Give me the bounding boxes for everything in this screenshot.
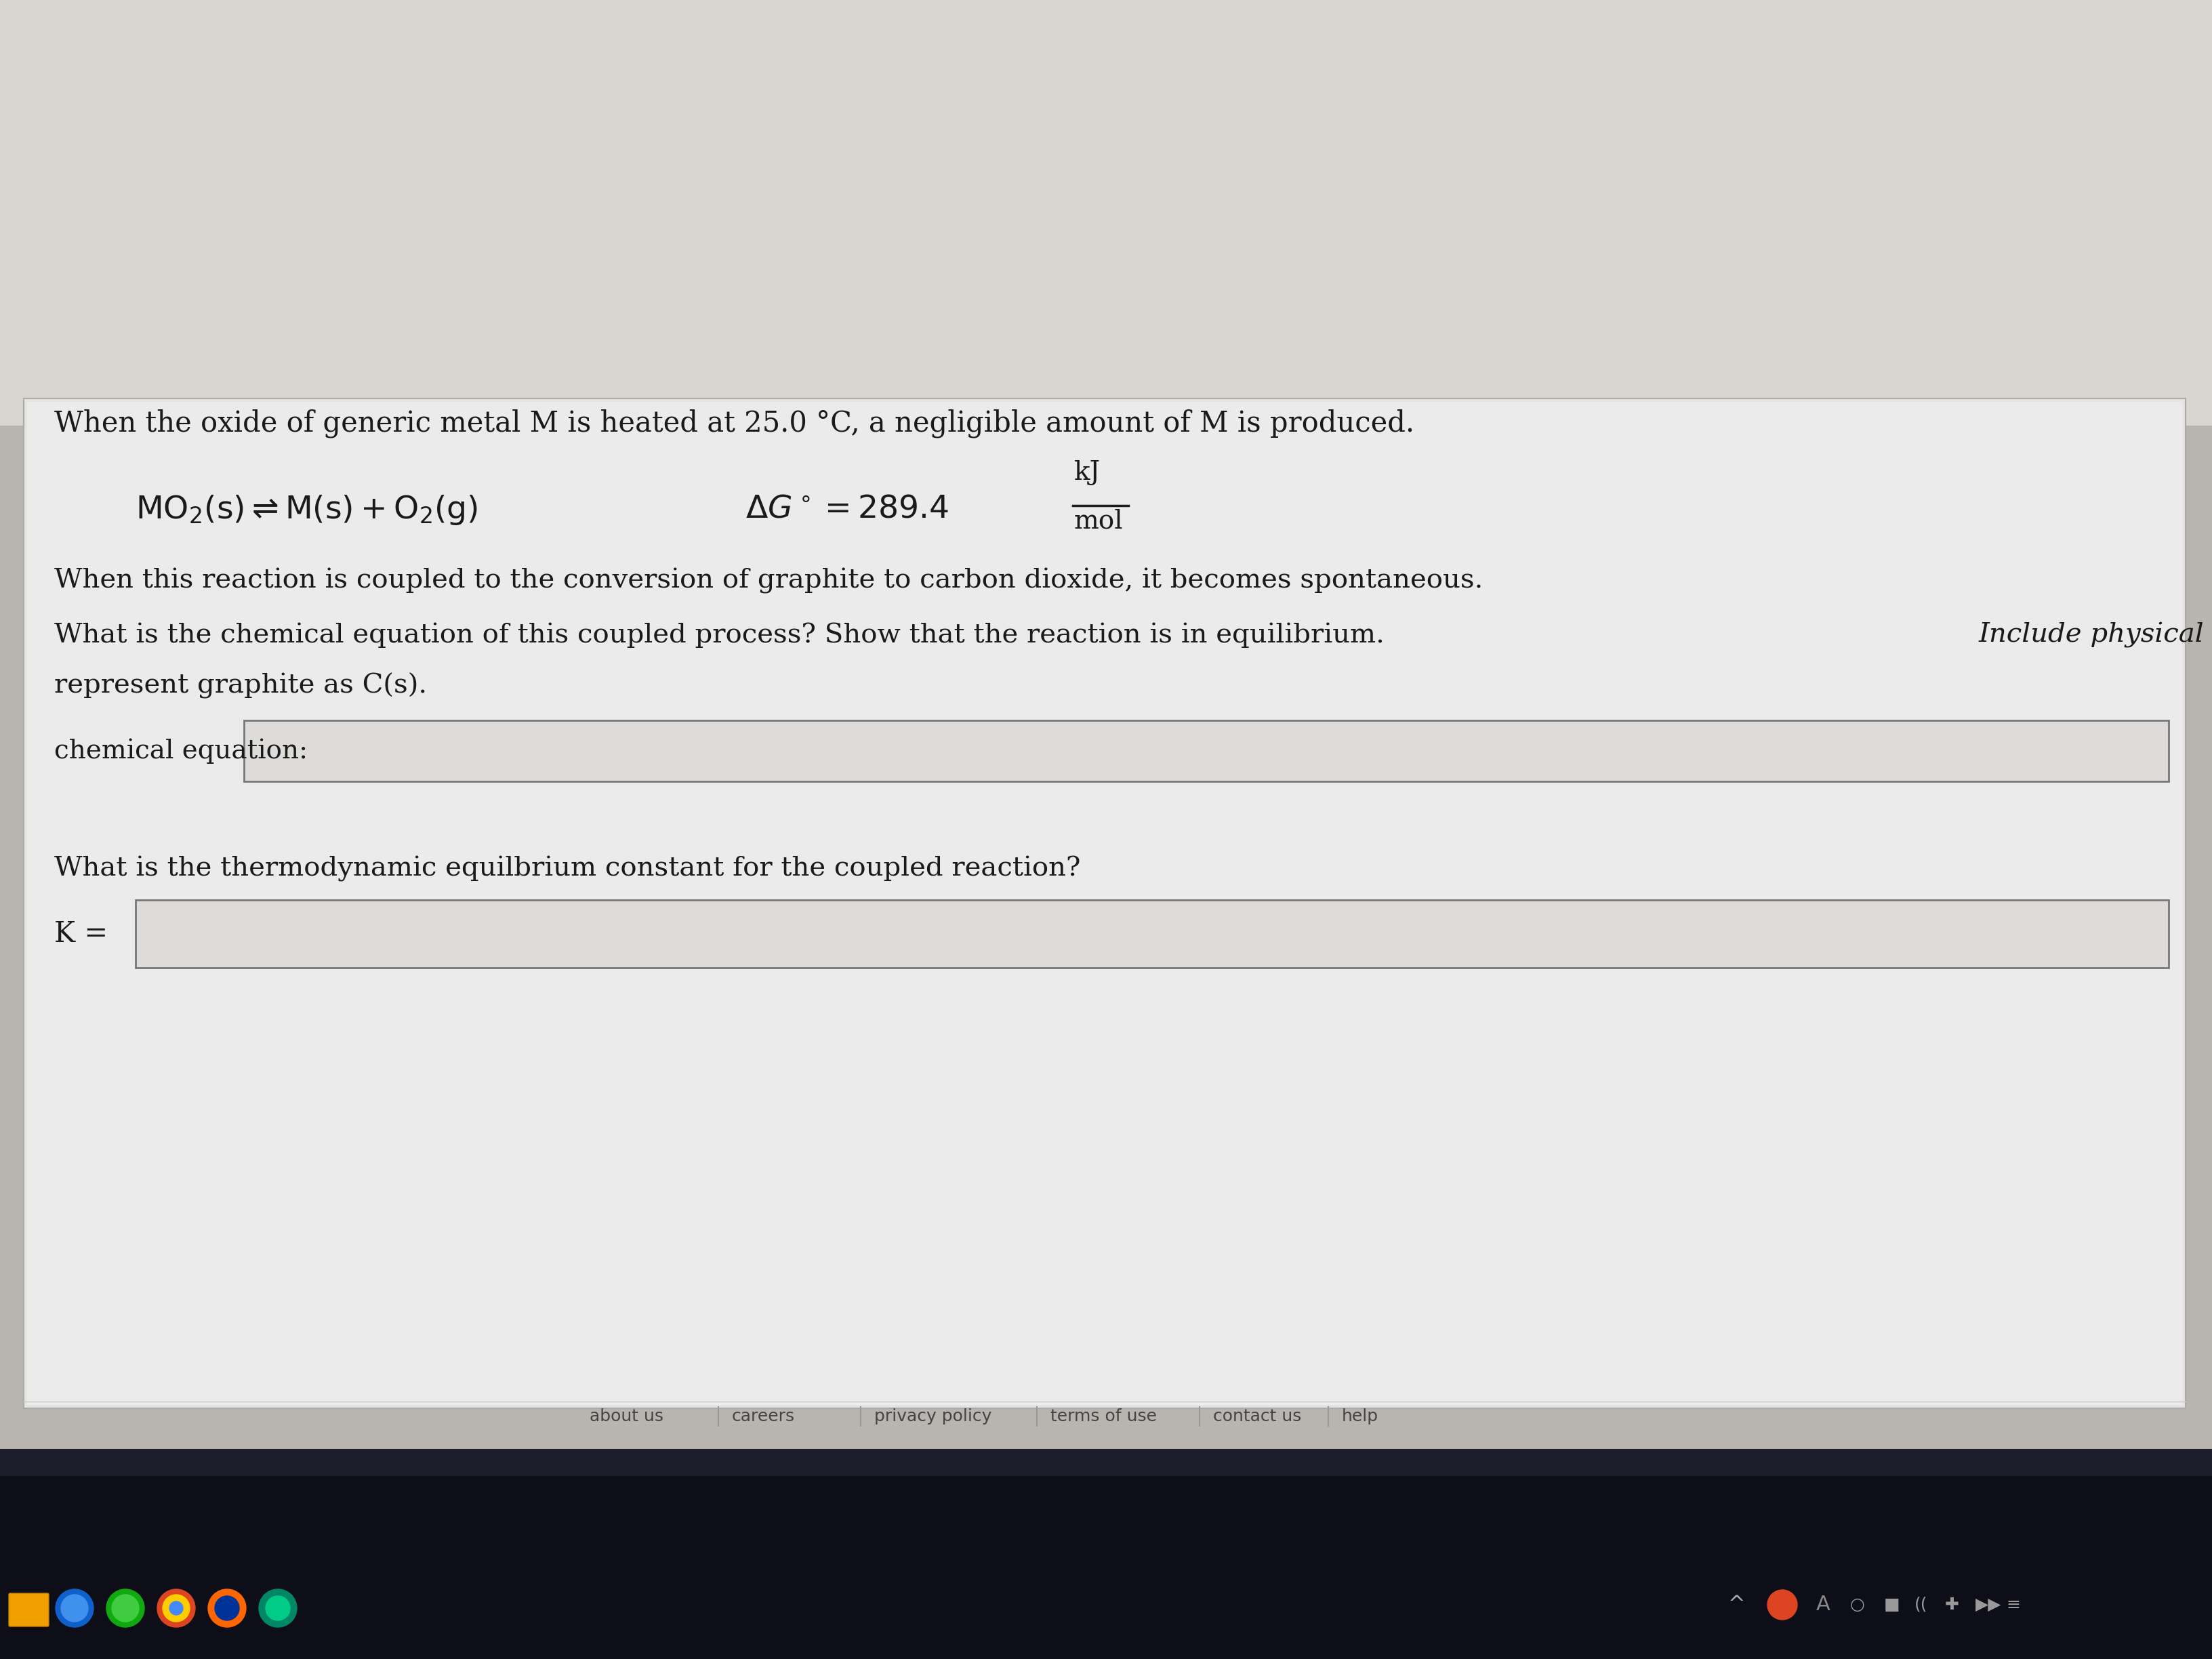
Text: kJ: kJ bbox=[1075, 460, 1102, 484]
Circle shape bbox=[55, 1589, 93, 1627]
Text: chemical equation:: chemical equation: bbox=[55, 738, 307, 763]
Text: K =: K = bbox=[55, 919, 108, 947]
FancyBboxPatch shape bbox=[0, 1448, 2212, 1659]
Circle shape bbox=[265, 1596, 290, 1621]
Circle shape bbox=[208, 1589, 246, 1627]
FancyBboxPatch shape bbox=[9, 1593, 49, 1626]
Circle shape bbox=[215, 1596, 239, 1621]
Text: ○: ○ bbox=[1849, 1596, 1865, 1613]
Text: Include physical states and: Include physical states and bbox=[1980, 622, 2212, 649]
Text: M: M bbox=[1774, 1598, 1790, 1611]
Text: represent graphite as C(s).: represent graphite as C(s). bbox=[55, 674, 427, 698]
Circle shape bbox=[170, 1601, 184, 1614]
FancyBboxPatch shape bbox=[0, 0, 2212, 426]
Text: ✚: ✚ bbox=[1944, 1596, 1960, 1613]
Text: about us: about us bbox=[591, 1408, 664, 1425]
Text: When this reaction is coupled to the conversion of graphite to carbon dioxide, i: When this reaction is coupled to the con… bbox=[55, 567, 1482, 594]
Text: ≡: ≡ bbox=[2006, 1596, 2020, 1613]
Text: ■: ■ bbox=[1885, 1596, 1900, 1613]
Circle shape bbox=[259, 1589, 296, 1627]
Text: What is the thermodynamic equilbrium constant for the coupled reaction?: What is the thermodynamic equilbrium con… bbox=[55, 856, 1082, 881]
Text: What is the chemical equation of this coupled process? Show that the reaction is: What is the chemical equation of this co… bbox=[55, 622, 1394, 647]
Text: privacy policy: privacy policy bbox=[874, 1408, 991, 1425]
FancyBboxPatch shape bbox=[0, 1477, 2212, 1659]
Circle shape bbox=[164, 1594, 190, 1623]
Text: ▶▶: ▶▶ bbox=[1975, 1596, 2002, 1613]
Circle shape bbox=[106, 1589, 144, 1627]
Text: mol: mol bbox=[1075, 509, 1124, 534]
Text: ^: ^ bbox=[1728, 1594, 1752, 1614]
FancyBboxPatch shape bbox=[27, 401, 2183, 1405]
Circle shape bbox=[157, 1589, 195, 1627]
FancyBboxPatch shape bbox=[135, 899, 2168, 967]
FancyBboxPatch shape bbox=[24, 398, 2185, 1408]
Circle shape bbox=[1767, 1589, 1796, 1619]
Text: A: A bbox=[1816, 1594, 1829, 1614]
Text: ((: (( bbox=[1916, 1596, 1927, 1613]
Text: contact us: contact us bbox=[1212, 1408, 1301, 1425]
Text: $\Delta G^\circ = 289.4$: $\Delta G^\circ = 289.4$ bbox=[745, 493, 949, 524]
Text: terms of use: terms of use bbox=[1051, 1408, 1157, 1425]
FancyBboxPatch shape bbox=[243, 720, 2168, 781]
Circle shape bbox=[113, 1594, 139, 1623]
Text: $\mathrm{MO_2(s) \rightleftharpoons M(s) + O_2(g)}$: $\mathrm{MO_2(s) \rightleftharpoons M(s)… bbox=[135, 493, 478, 526]
Text: When the oxide of generic metal M is heated at 25.0 °C, a negligible amount of M: When the oxide of generic metal M is hea… bbox=[55, 408, 1413, 438]
Text: help: help bbox=[1343, 1408, 1378, 1425]
Text: careers: careers bbox=[732, 1408, 794, 1425]
Circle shape bbox=[62, 1594, 88, 1623]
